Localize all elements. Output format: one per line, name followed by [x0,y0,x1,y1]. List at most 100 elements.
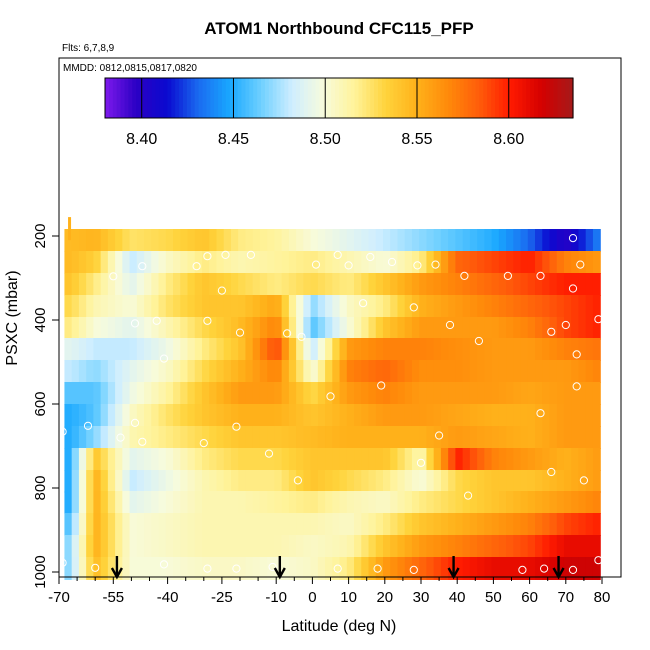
heatmap-cell [469,229,478,252]
heatmap-cell [78,251,87,274]
heatmap-cell [542,295,551,318]
heatmap-cell [136,426,145,449]
heatmap-cell [325,338,333,361]
heatmap-cell [252,513,261,536]
colorbar-segment [491,78,496,118]
heatmap-cell [100,251,109,274]
colorbar-segment [471,78,477,118]
heatmap-cell [477,295,485,318]
heatmap-cell [230,491,239,514]
heatmap-cell [440,382,449,405]
heatmap-cell [484,470,493,493]
heatmap-cell [180,557,189,580]
sample-point [203,252,212,261]
heatmap-cell [339,338,348,361]
heatmap-cell [469,513,478,536]
x-tick-label: -70 [48,589,70,606]
heatmap-cell [173,317,181,340]
heatmap-cell [230,360,239,383]
heatmap-cell [419,338,428,361]
heatmap-cell [484,273,493,296]
heatmap-cell [303,317,312,340]
heatmap-cell [325,470,333,493]
heatmap-cell [122,360,131,383]
heatmap-cell [71,448,80,471]
heatmap-cell [180,426,189,449]
heatmap-cell [397,557,406,580]
heatmap-cell [498,404,507,427]
heatmap-cell [556,470,565,493]
heatmap-cell [144,404,152,427]
heatmap-cell [209,470,218,493]
heatmap-cell [93,338,102,361]
heatmap-cell [390,448,399,471]
heatmap-cell [332,229,341,252]
heatmap-cell [288,317,297,340]
heatmap-cell [64,229,73,252]
colorbar-segment [339,78,344,118]
colorbar-segment [210,78,215,118]
heatmap-cell [527,426,536,449]
colorbar-segment [105,78,110,118]
heatmap-cell [346,404,355,427]
colorbar-segment [218,78,223,118]
heatmap-cell [585,557,594,580]
heatmap-cell [158,360,167,383]
colorbar-segment [296,78,301,118]
colorbar-segment [381,78,387,118]
heatmap-cell [556,448,565,471]
heatmap-cell [549,470,558,493]
heatmap-cell [339,426,348,449]
heatmap-cell [426,404,435,427]
heatmap-cell [274,513,283,536]
heatmap-cell [578,491,587,514]
heatmap-cell [563,448,572,471]
heatmap-cell [252,426,261,449]
heatmap-cell [549,491,558,514]
colorbar-segment [530,78,535,118]
heatmap-cell [339,360,348,383]
colorbar [104,77,574,119]
heatmap-cell [115,360,123,383]
heatmap-cell [209,535,218,558]
heatmap-cell [397,470,406,493]
heatmap-cell [592,251,601,274]
heatmap-cell [187,338,196,361]
heatmap-cell [535,535,543,558]
heatmap-cell [230,273,239,296]
heatmap-cell [100,470,109,493]
heatmap-cell [274,426,283,449]
heatmap-cell [201,513,210,536]
heatmap-cell [354,317,362,340]
heatmap-cell [122,295,131,318]
heatmap-cell [484,404,493,427]
colorbar-tick-label: 8.50 [310,131,341,148]
heatmap-cell [339,382,348,405]
heatmap-cell [165,229,174,252]
heatmap-cell [506,382,514,405]
heatmap-cell [542,229,551,252]
colorbar-segment [229,78,235,118]
heatmap-cell [426,360,435,383]
colorbar-segment [378,78,383,118]
heatmap-cell [201,273,210,296]
colorbar-segment [167,78,172,118]
heatmap-cell [173,535,181,558]
heatmap-cell [346,360,355,383]
colorbar-segment [342,78,348,118]
heatmap-cell [462,404,471,427]
heatmap-cell [267,317,275,340]
heatmap-cell [281,470,290,493]
heatmap-cell [129,382,138,405]
heatmap-cell [556,295,565,318]
heatmap-cell [209,491,218,514]
heatmap-cell [187,557,196,580]
y-axis-label: PSXC (mbar) [4,270,21,365]
heatmap-cell [64,535,73,558]
colorbar-segment [444,78,449,118]
heatmap-cell [245,426,254,449]
heatmap-cell [571,295,580,318]
plot-frame [58,57,622,578]
heatmap-cell [563,513,572,536]
heatmap-cell [100,295,109,318]
